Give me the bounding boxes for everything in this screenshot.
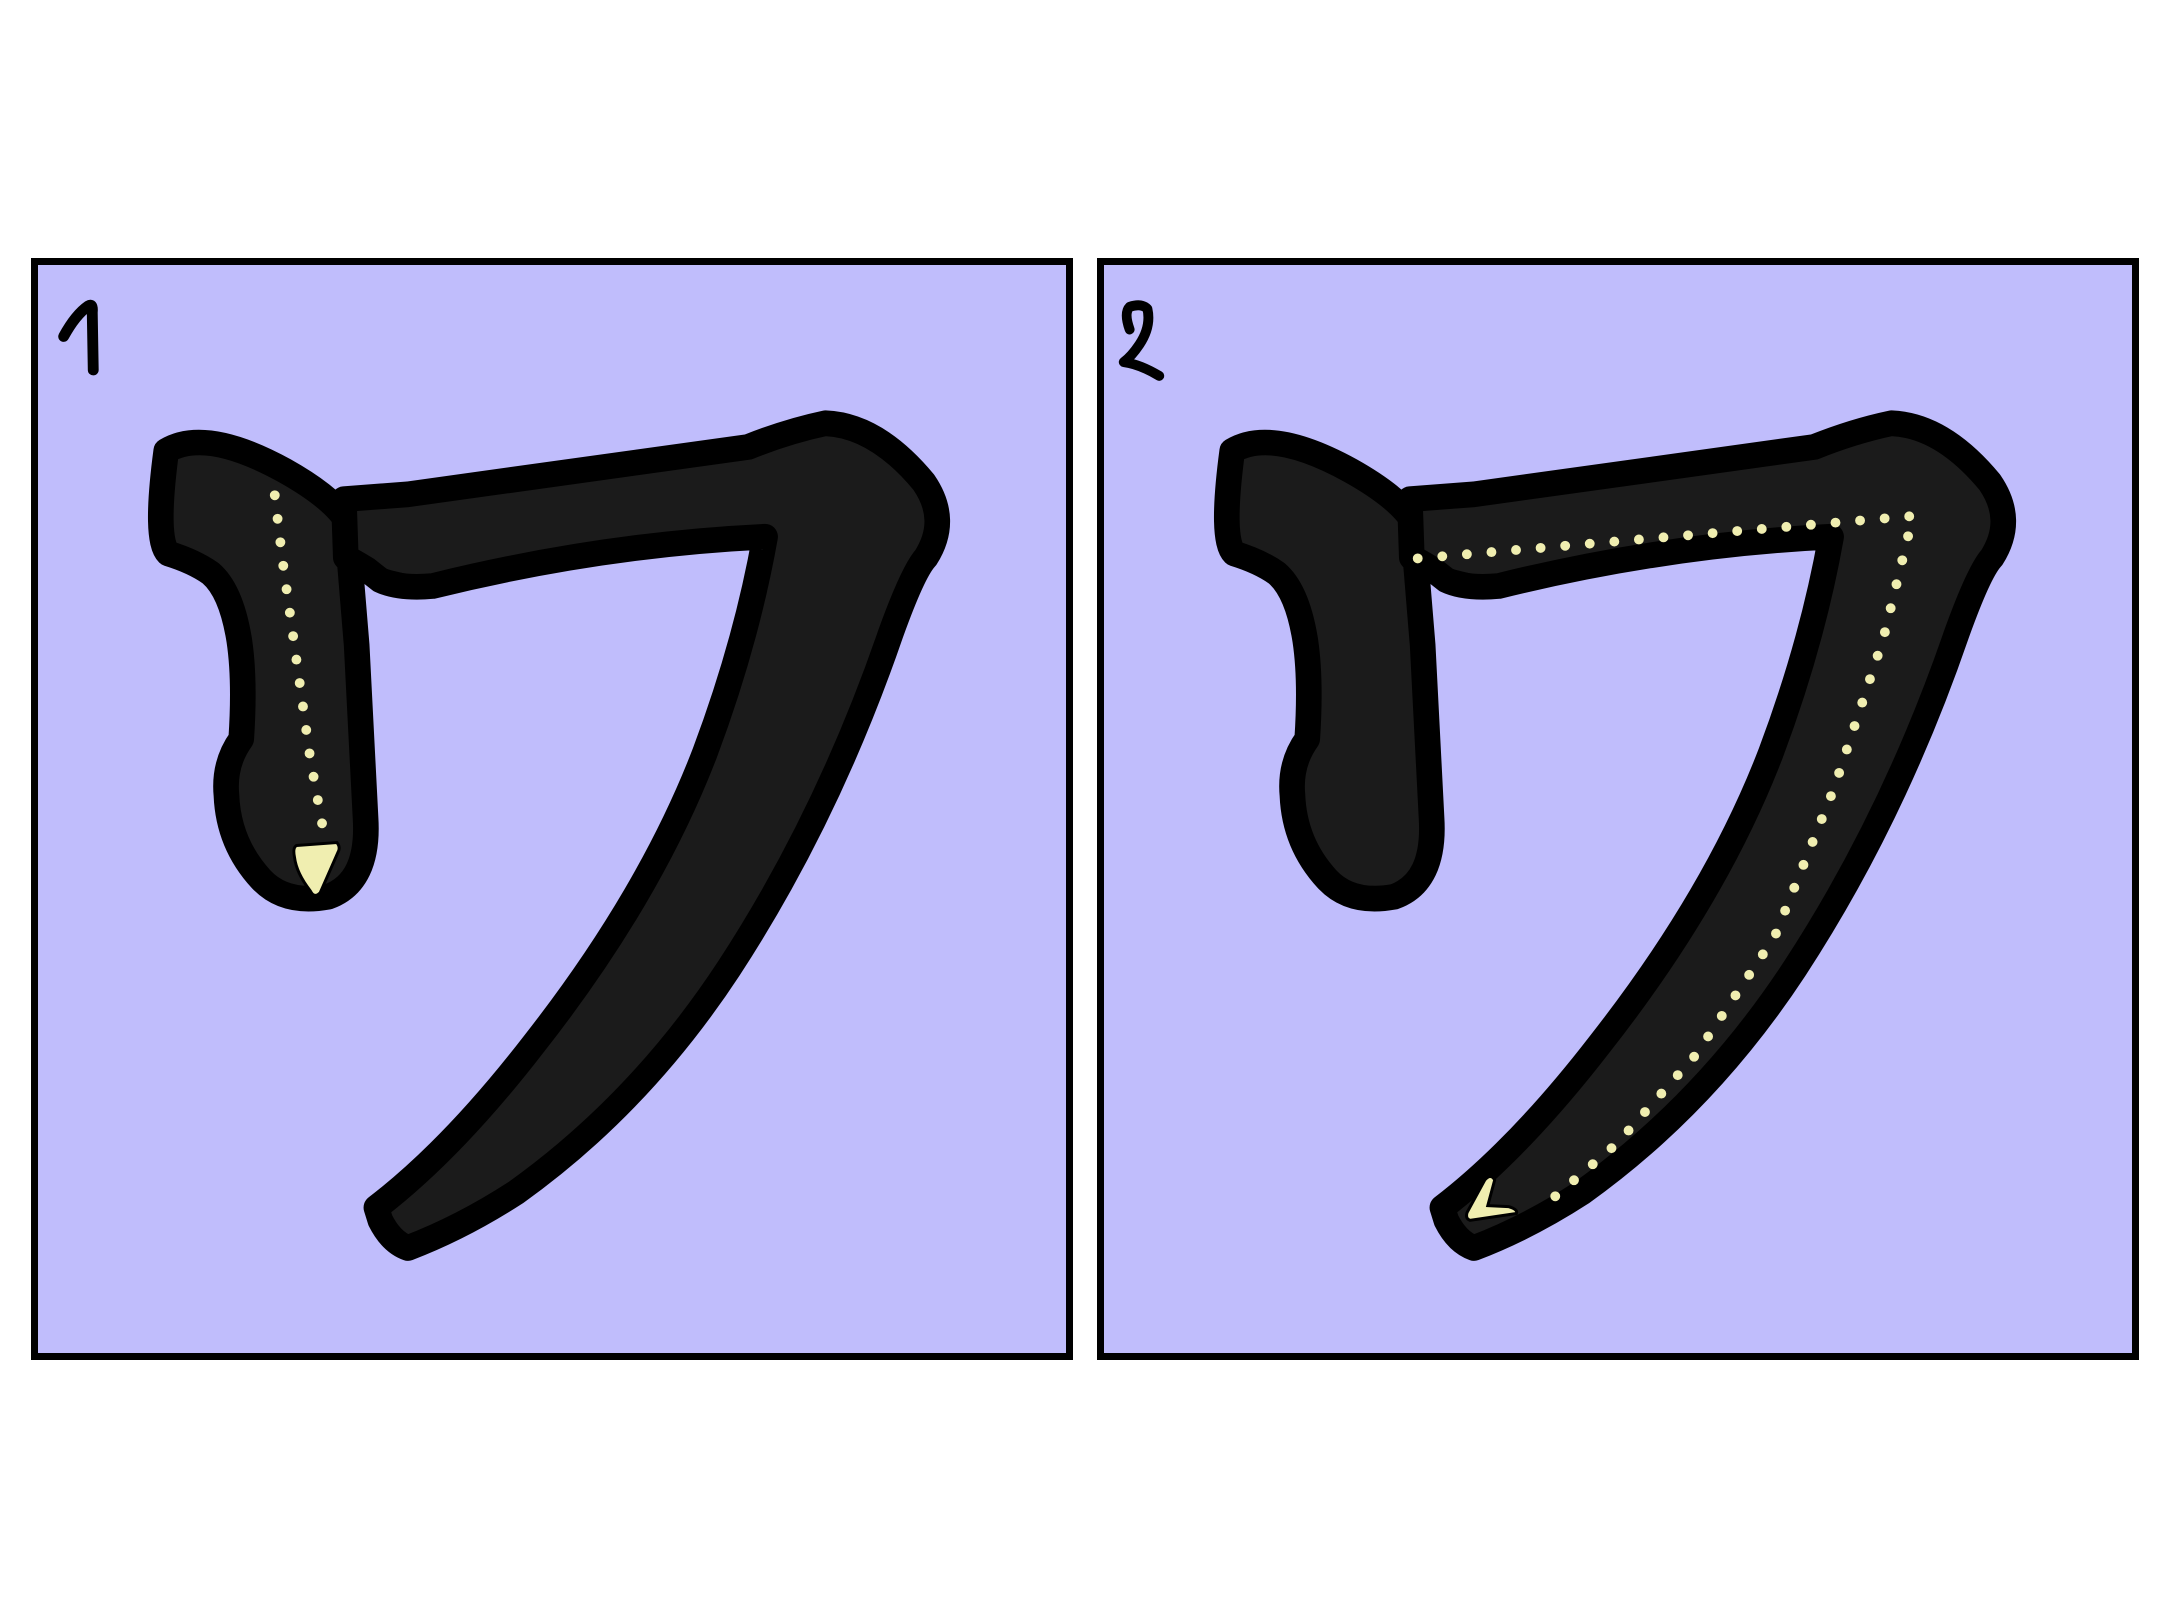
katakana-wa-character	[1213, 410, 2017, 1261]
katakana-wa-diagram	[1118, 300, 2017, 1261]
step-number-2	[1118, 300, 1165, 381]
stroke-joint-notch	[341, 553, 409, 586]
stroke-2-dotted-guide	[1412, 510, 1920, 1213]
stroke-1-dotted-guide	[269, 490, 328, 829]
stroke-order-panel-1: 1	[31, 258, 1073, 1360]
stroke-2-shape	[331, 410, 951, 1261]
stroke-2-shape	[1397, 410, 2017, 1261]
stroke-1-direction-arrow	[292, 841, 341, 897]
stroke-1-shape	[1213, 429, 1445, 912]
step-number-1	[58, 299, 99, 376]
stroke-2-direction-arrow	[1465, 1175, 1519, 1222]
stroke-order-panel-2: 2	[1097, 258, 2139, 1360]
katakana-wa-character	[147, 410, 951, 1261]
stroke-1-shape	[147, 429, 379, 912]
katakana-wa-diagram	[58, 299, 951, 1261]
